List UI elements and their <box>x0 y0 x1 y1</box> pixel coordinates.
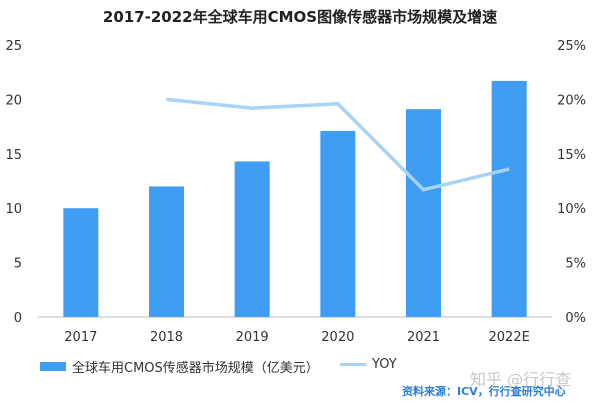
bar-2021 <box>406 109 441 317</box>
x-tick-label: 2020 <box>321 330 354 345</box>
legend-line-label: YOY <box>372 357 397 372</box>
bar-2018 <box>149 186 184 317</box>
y-right-tick-label: 0% <box>565 311 586 326</box>
x-tick-label: 2022E <box>489 330 530 345</box>
x-tick-label: 2018 <box>150 330 183 345</box>
bar-2019 <box>234 161 270 317</box>
y-right-tick-label: 15% <box>557 148 586 163</box>
y-right-tick-label: 10% <box>557 202 586 217</box>
y-left-tick-label: 5 <box>14 257 22 272</box>
x-tick-label: 2017 <box>64 330 97 345</box>
source-note: 资料来源：ICV，行行查研究中心 <box>402 385 566 398</box>
y-right-tick-label: 20% <box>557 93 586 108</box>
y-left-tick-label: 0 <box>14 311 22 326</box>
legend-bar: 全球车用CMOS传感器市场规模（亿美元） <box>40 357 319 376</box>
x-tick-label: 2021 <box>407 330 440 345</box>
y-left-tick-label: 25 <box>5 39 22 54</box>
y-right-tick-label: 25% <box>557 39 586 54</box>
legend-line-swatch <box>340 363 366 366</box>
legend-bar-swatch <box>40 362 66 371</box>
y-left-tick-label: 15 <box>5 148 22 163</box>
bar-2020 <box>320 130 356 317</box>
chart-title: 2017-2022年全球车用CMOS图像传感器市场规模及增速 <box>102 8 498 26</box>
plot-area: 0 5 10 15 20 25 0% 5% 10% 15% 20% 25% 2017 2018 2019 20… <box>5 39 586 345</box>
y-left-tick-label: 10 <box>5 202 22 217</box>
y-right-tick-label: 5% <box>565 257 586 272</box>
x-tick-label: 2019 <box>236 330 269 345</box>
y-left-tick-label: 20 <box>5 93 22 108</box>
legend-bar-label: 全球车用CMOS传感器市场规模（亿美元） <box>72 361 319 376</box>
legend-line: YOY <box>340 357 397 372</box>
bar-2022E <box>491 80 527 318</box>
bar-2017 <box>63 208 99 317</box>
watermark: 知乎 @行行查 <box>470 370 572 389</box>
